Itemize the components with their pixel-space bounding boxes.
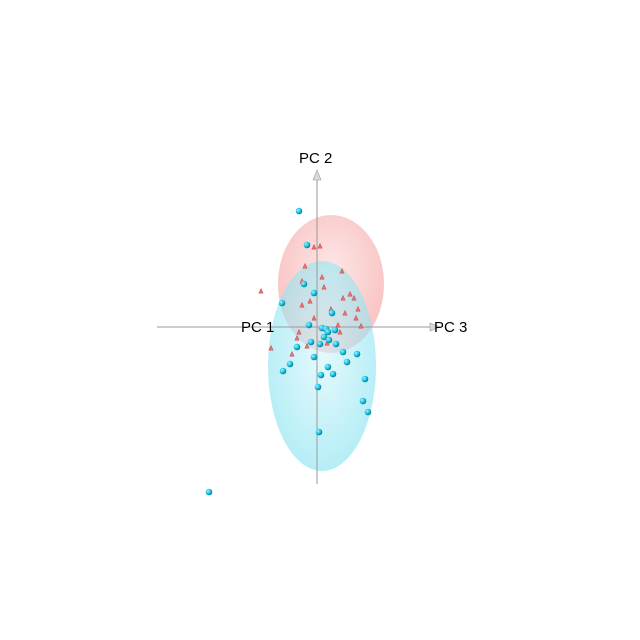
cone-point: [307, 297, 313, 304]
sphere-point: [317, 371, 325, 379]
sphere-point: [320, 333, 328, 341]
sphere-point: [310, 289, 318, 297]
sphere-point: [361, 375, 369, 383]
cone-point: [337, 328, 343, 335]
cone-point: [289, 350, 295, 357]
sphere-point: [293, 343, 301, 351]
cone-point: [268, 344, 274, 351]
cone-point: [335, 321, 341, 328]
sphere-point: [310, 353, 318, 361]
cone-point: [311, 243, 317, 250]
cone-point: [294, 334, 300, 341]
axis-layer: PC 2 PC 1 PC 3: [157, 150, 467, 484]
cone-point: [302, 262, 308, 269]
sphere-point: [286, 360, 294, 368]
pc2-axis-arrowhead: [312, 169, 322, 181]
point-layer: [205, 207, 372, 496]
sphere-point: [303, 241, 311, 249]
sphere-point: [325, 336, 333, 344]
cone-point: [296, 328, 302, 335]
sphere-point: [316, 340, 324, 348]
sphere-point: [315, 428, 323, 436]
sphere-point: [314, 383, 322, 391]
pc1-axis-label: PC 1: [241, 319, 274, 336]
sphere-point: [359, 397, 367, 405]
sphere-point: [300, 280, 308, 288]
sphere-point: [364, 408, 372, 416]
cone-point: [351, 294, 357, 301]
sphere-point: [279, 367, 287, 375]
sphere-point: [331, 326, 339, 334]
sphere-point: [295, 207, 303, 215]
cone-point: [258, 287, 264, 294]
sphere-point: [307, 338, 315, 346]
cone-point: [342, 309, 348, 316]
cone-point: [339, 267, 345, 274]
sphere-point: [324, 363, 332, 371]
cone-point: [311, 314, 317, 321]
sphere-point: [343, 358, 351, 366]
cone-point: [304, 342, 310, 349]
cone-point: [321, 283, 327, 290]
sphere-point: [324, 328, 332, 336]
cone-point: [353, 314, 359, 321]
pc2-axis-label: PC 2: [299, 150, 332, 167]
cone-point: [299, 301, 305, 308]
sphere-point: [205, 488, 213, 496]
pc3-axis-arrowhead: [429, 322, 441, 332]
cone-point: [355, 305, 361, 312]
pc3-axis-label: PC 3: [434, 319, 467, 336]
cone-point: [340, 294, 346, 301]
sphere-point: [328, 309, 336, 317]
ellipsoid-cyan: [268, 261, 376, 471]
cone-point: [319, 273, 325, 280]
cone-point: [358, 322, 364, 329]
ellipsoid-layer: [268, 215, 384, 471]
sphere-point: [305, 321, 313, 329]
sphere-point: [329, 370, 337, 378]
cone-point: [347, 290, 353, 297]
sphere-point: [339, 348, 347, 356]
cone-point: [317, 242, 323, 249]
sphere-point: [278, 299, 286, 307]
sphere-point: [353, 350, 361, 358]
sphere-point: [332, 340, 340, 348]
